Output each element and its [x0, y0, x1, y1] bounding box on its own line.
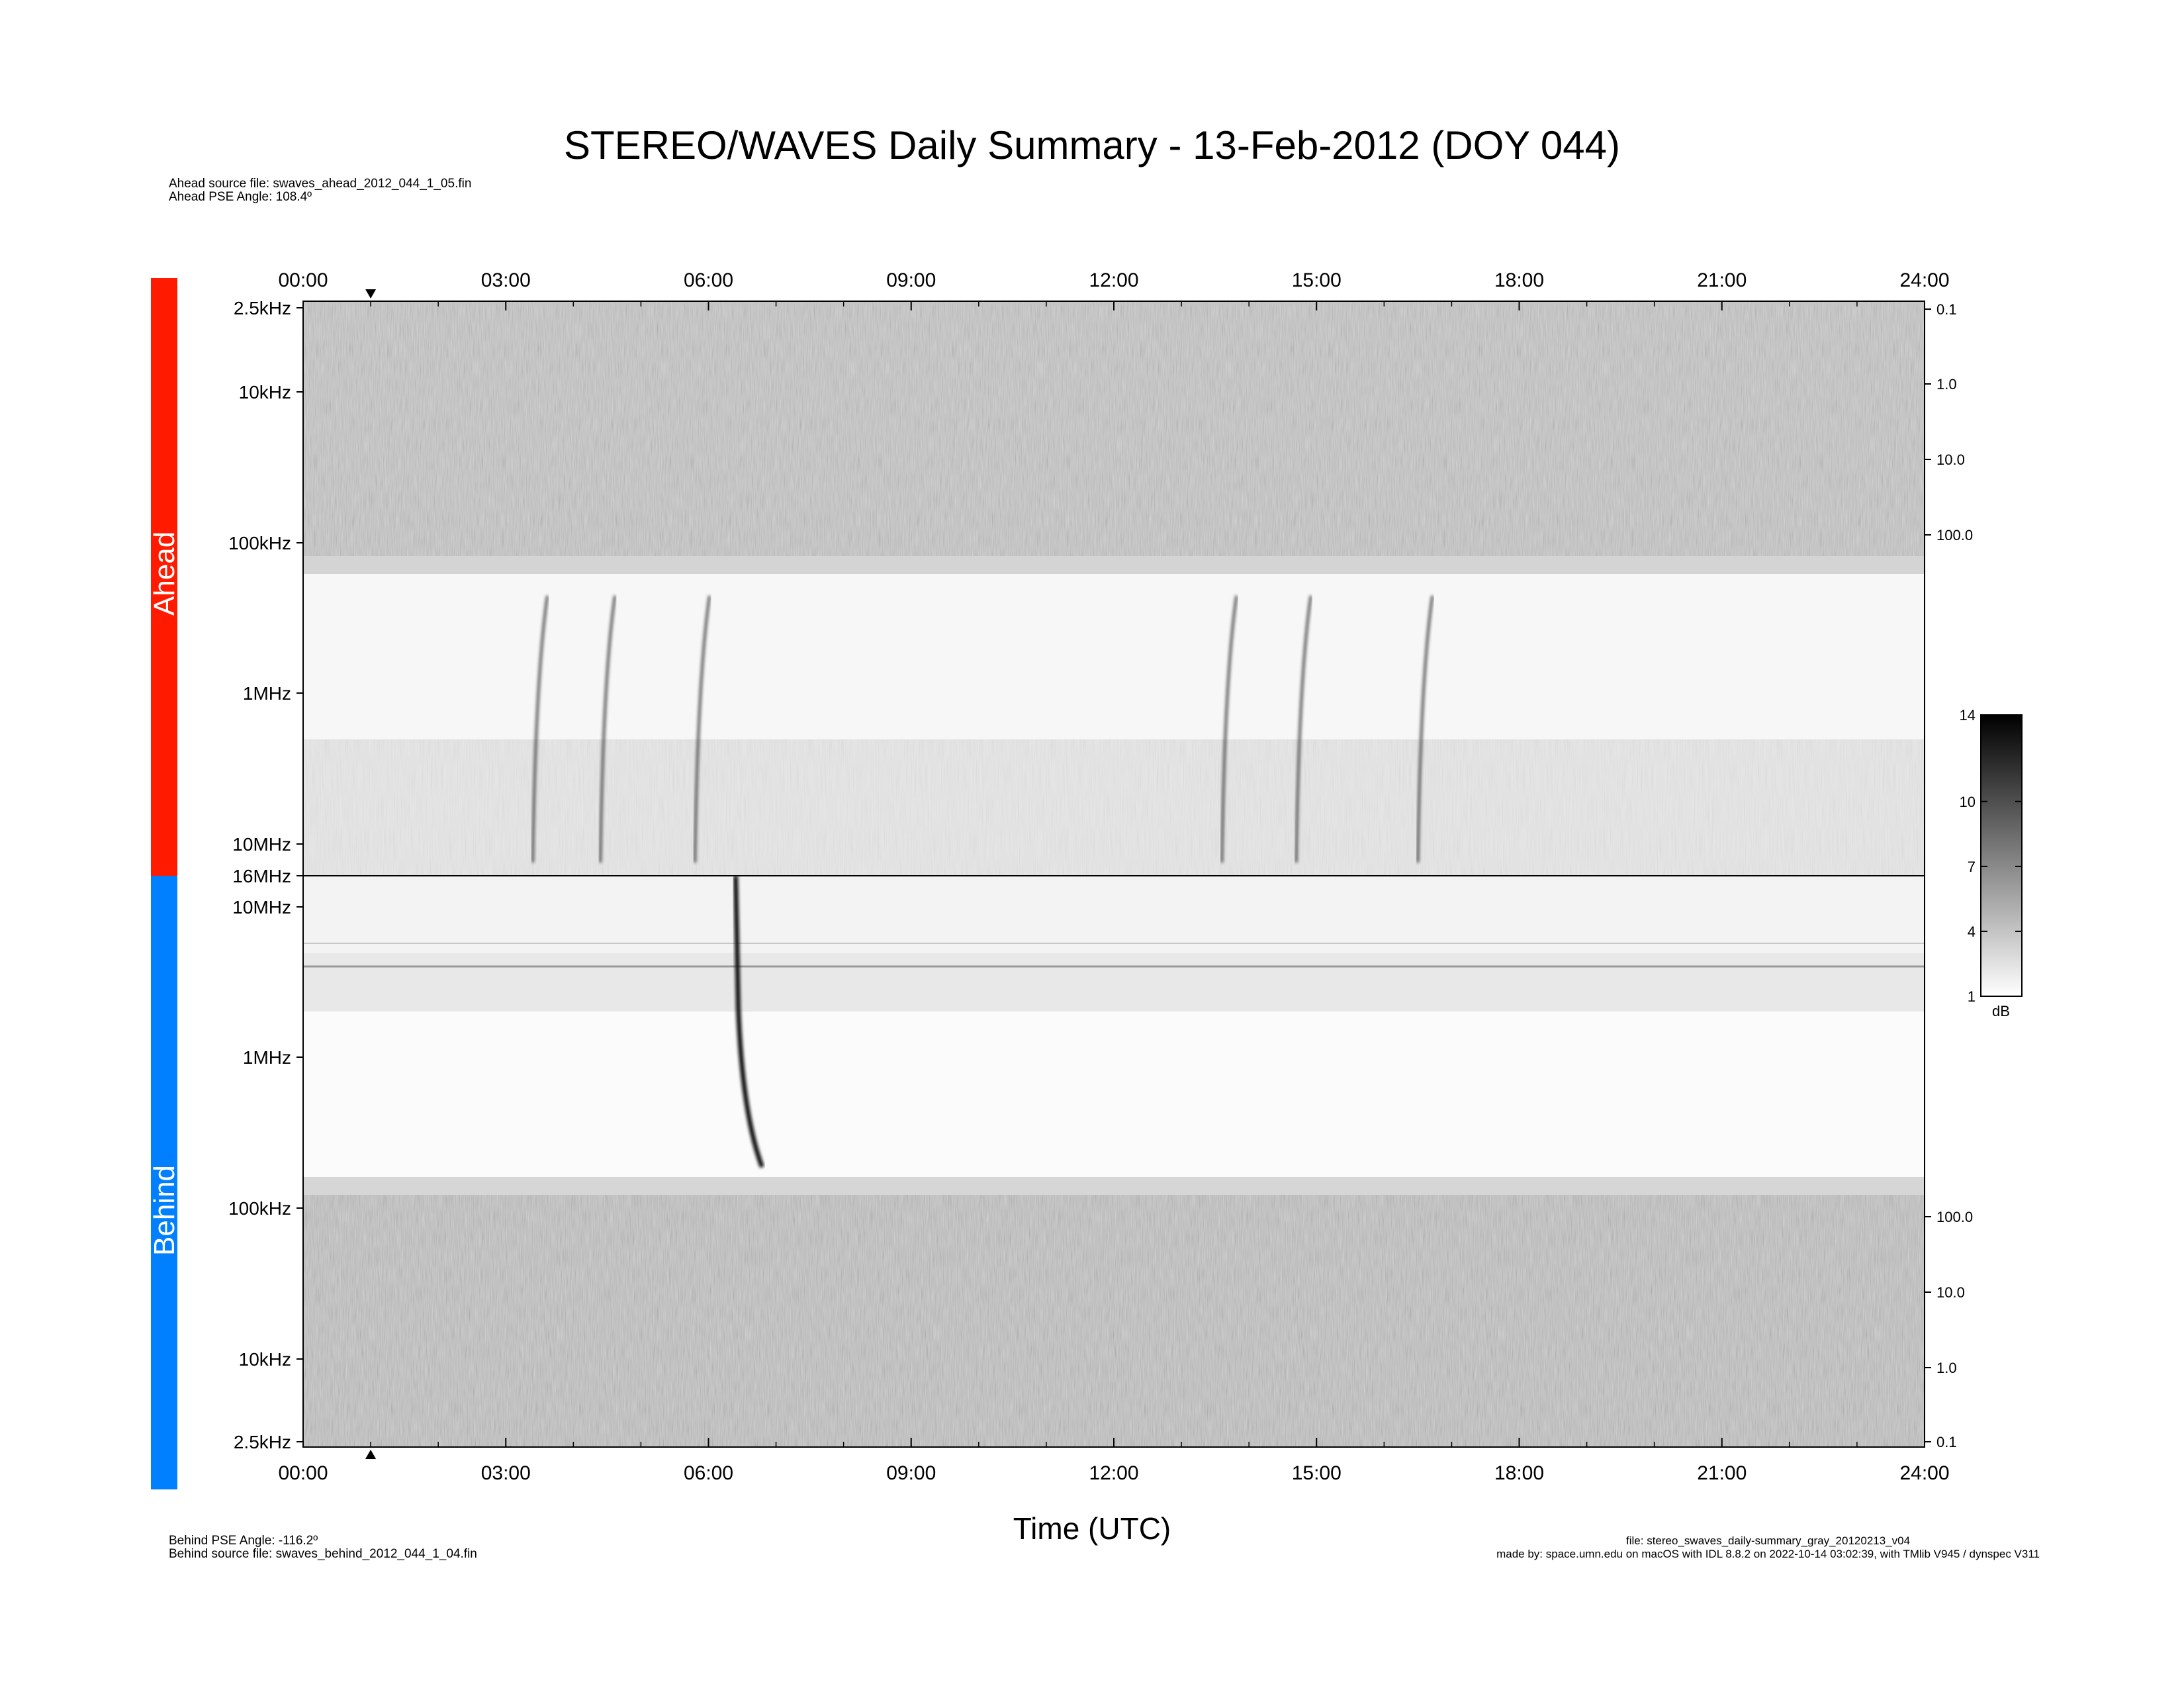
ahead-side-bar — [151, 278, 177, 876]
behind-side-label: Behind — [148, 1165, 181, 1256]
x-tick-label-bottom: 24:00 — [1899, 1462, 1949, 1484]
footer-made-by: made by: space.umn.edu on macOS with IDL… — [1496, 1548, 2040, 1560]
colorbar-tick-label: 7 — [1968, 859, 1976, 875]
y-tick-label-left: 100kHz — [228, 1198, 291, 1219]
colorbar: 14 10 7 4 1 dB — [1960, 707, 2023, 1019]
y-axis-ahead-left: 2.5kHz 10kHz 100kHz 1MHz 10MHz 16MHz — [228, 298, 303, 886]
ahead-radio-burst — [1416, 595, 1434, 863]
x-tick-label-bottom: 09:00 — [886, 1462, 936, 1484]
y-tick-label-left: 10kHz — [239, 382, 291, 402]
ahead-pse-angle: Ahead PSE Angle: 108.4º — [169, 190, 312, 204]
y-tick-label-right: 1.0 — [1936, 1360, 1957, 1376]
x-axis-label: Time (UTC) — [1013, 1511, 1171, 1546]
y-tick-label-left: 100kHz — [228, 533, 291, 553]
ahead-radio-burst — [599, 595, 617, 863]
y-axis-behind-right: 100.0 10.0 1.0 0.1 — [1925, 1209, 1973, 1450]
colorbar-tick-label: 10 — [1960, 794, 1976, 810]
x-axis-bottom: 00:00 03:00 06:00 09:00 12:00 15:00 18:00 21:00… — [278, 1438, 1950, 1484]
time-markers — [365, 289, 377, 1459]
y-tick-label-right: 100.0 — [1936, 527, 1973, 543]
colorbar-unit-label: dB — [1992, 1003, 2010, 1019]
y-tick-label-left: 10kHz — [239, 1349, 291, 1370]
ahead-radio-burst — [1220, 595, 1238, 863]
behind-pse-angle: Behind PSE Angle: -116.2º — [169, 1534, 318, 1548]
x-tick-label-bottom: 03:00 — [481, 1462, 531, 1484]
colorbar-tick-label: 14 — [1960, 707, 1976, 724]
x-tick-label-bottom: 21:00 — [1697, 1462, 1747, 1484]
colorbar-gradient — [1980, 714, 2023, 997]
x-tick-label-top: 09:00 — [886, 269, 936, 291]
y-tick-label-right: 100.0 — [1936, 1209, 1973, 1225]
y-tick-label-left: 1MHz — [243, 1047, 291, 1068]
y-tick-label-right: 10.0 — [1936, 451, 1965, 468]
time-marker-top — [365, 289, 377, 299]
ahead-source-file: Ahead source file: swaves_ahead_2012_044… — [169, 177, 472, 191]
ahead-radio-burst — [531, 595, 549, 863]
ahead-spectrogram — [303, 301, 1925, 876]
y-tick-label-left: 1MHz — [243, 683, 291, 704]
y-tick-label-left: 10MHz — [232, 834, 291, 855]
ahead-radio-burst — [1295, 595, 1312, 863]
footer-file: file: stereo_swaves_daily-summary_gray_2… — [1626, 1534, 1911, 1547]
behind-side-bar — [151, 876, 177, 1489]
time-marker-bottom — [365, 1450, 377, 1459]
y-axis-behind-left: 10MHz 1MHz 100kHz 10kHz 2.5kHz — [228, 897, 303, 1452]
x-axis-top: 00:00 03:00 06:00 09:00 12:00 15:00 18:00 21:00… — [278, 269, 1950, 310]
colorbar-tick-label: 1 — [1968, 988, 1976, 1005]
behind-spectrogram — [303, 876, 1925, 1447]
behind-source-file: Behind source file: swaves_behind_2012_0… — [169, 1547, 477, 1561]
y-axis-ahead-right: 0.1 1.0 10.0 100.0 — [1925, 301, 1973, 543]
colorbar-tick-label: 4 — [1968, 923, 1976, 940]
x-tick-label-bottom: 00:00 — [278, 1462, 328, 1484]
x-tick-label-top: 15:00 — [1292, 269, 1342, 291]
x-tick-label-top: 21:00 — [1697, 269, 1747, 291]
x-tick-label-bottom: 18:00 — [1494, 1462, 1544, 1484]
chart-title: STEREO/WAVES Daily Summary - 13-Feb-2012… — [563, 123, 1621, 167]
x-tick-label-top: 00:00 — [278, 269, 328, 291]
y-tick-label-right: 0.1 — [1936, 1434, 1957, 1450]
x-tick-label-bottom: 15:00 — [1292, 1462, 1342, 1484]
behind-radio-burst — [733, 876, 764, 1168]
y-tick-label-left: 2.5kHz — [234, 298, 291, 318]
y-tick-label-right: 10.0 — [1936, 1284, 1965, 1301]
y-tick-label-left: 16MHz — [232, 866, 291, 886]
x-tick-label-top: 06:00 — [684, 269, 733, 291]
x-tick-label-top: 12:00 — [1089, 269, 1138, 291]
x-tick-label-bottom: 12:00 — [1089, 1462, 1138, 1484]
x-tick-label-top: 03:00 — [481, 269, 531, 291]
x-tick-label-bottom: 06:00 — [684, 1462, 733, 1484]
behind-info: Behind PSE Angle: -116.2º Behind source … — [169, 1534, 477, 1561]
footer-info: file: stereo_swaves_daily-summary_gray_2… — [1496, 1534, 2040, 1561]
y-tick-label-left: 2.5kHz — [234, 1432, 291, 1452]
ahead-info: Ahead source file: swaves_ahead_2012_044… — [169, 177, 471, 204]
y-tick-label-right: 0.1 — [1936, 301, 1957, 318]
ahead-side-label: Ahead — [148, 532, 181, 616]
y-tick-label-left: 10MHz — [232, 897, 291, 917]
x-tick-label-top: 18:00 — [1494, 269, 1544, 291]
y-tick-label-right: 1.0 — [1936, 376, 1957, 393]
ahead-radio-burst — [694, 595, 711, 863]
x-tick-label-top: 24:00 — [1899, 269, 1949, 291]
